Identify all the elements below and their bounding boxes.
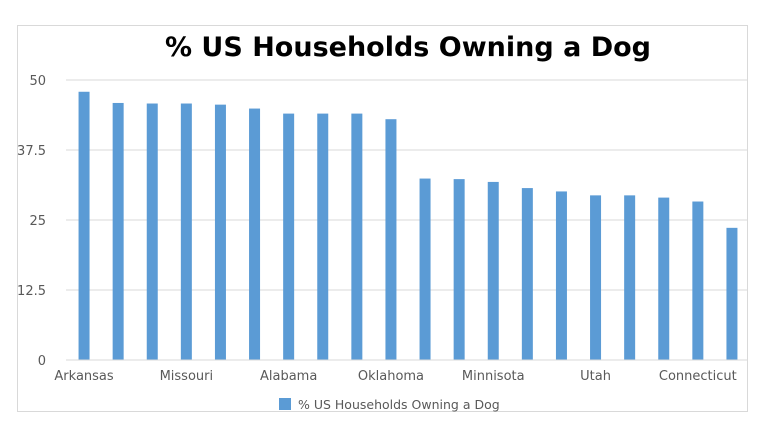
gridlines [66, 79, 748, 291]
y-tick-label: 0 [38, 354, 46, 369]
bar [624, 195, 636, 360]
chart-title: % US Households Owning a Dog [165, 32, 651, 63]
y-axis-ticks: 0 12.5 25 37.5 50 [17, 74, 46, 369]
x-tick-label: Alabama [260, 369, 317, 384]
y-tick-label: 12.5 [17, 284, 46, 299]
x-tick-label: Utah [580, 369, 611, 384]
x-tick-label: Connecticut [659, 369, 737, 384]
bar [112, 102, 124, 361]
x-tick-label: Minnisota [462, 369, 525, 384]
y-tick-label: 50 [29, 74, 46, 89]
bar [453, 179, 465, 360]
legend-label: % US Households Owning a Dog [298, 397, 500, 412]
x-tick-label: Missouri [160, 369, 214, 384]
bar [317, 113, 329, 360]
bar [283, 113, 295, 360]
bar [487, 181, 499, 360]
x-tick-label: Arkansas [54, 369, 113, 384]
legend: % US Households Owning a Dog [279, 397, 500, 412]
bar [180, 103, 192, 361]
bar [385, 119, 397, 360]
bar [590, 195, 602, 360]
bar [555, 191, 567, 360]
bar [726, 227, 738, 360]
x-axis-ticks: Arkansas Missouri Alabama Oklahoma Minnisota… [54, 369, 736, 384]
bar [351, 113, 363, 360]
bars [78, 91, 738, 361]
bar [214, 104, 226, 360]
y-tick-label: 25 [29, 214, 46, 229]
x-tick-label: Oklahoma [358, 369, 424, 384]
legend-swatch [279, 398, 291, 410]
bar [521, 188, 533, 360]
bar [146, 103, 158, 361]
bar [249, 108, 261, 360]
y-tick-label: 37.5 [17, 144, 46, 159]
bar [78, 91, 90, 360]
bar [419, 178, 431, 360]
bar [658, 197, 670, 360]
bar [692, 201, 704, 360]
